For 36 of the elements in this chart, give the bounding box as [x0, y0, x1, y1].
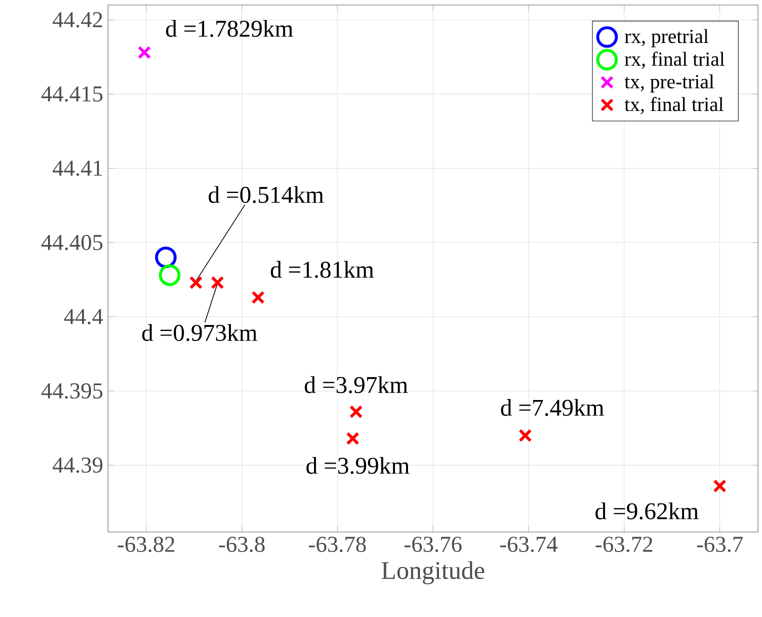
x-axis-title: Longitude [382, 561, 484, 584]
point [346, 432, 360, 446]
point [518, 428, 532, 442]
annotation: d =7.49km [501, 398, 604, 416]
annotation: d =0.973km [142, 324, 258, 342]
annotation: d =1.7829km [166, 20, 294, 37]
x-tick-label: -63.78 [308, 536, 366, 552]
annotation: d =0.514km [208, 186, 324, 204]
y-tick-label: 44.39 [52, 458, 102, 473]
x-tick-label: -63.74 [500, 536, 558, 552]
x-tick-label: -63.76 [404, 536, 462, 552]
x-tick-label: -63.72 [596, 536, 652, 552]
annotation: d =1.81km [270, 260, 374, 278]
legend-label: rx, pretrial [624, 29, 708, 48]
y-tick-label: 44.41 [52, 160, 102, 176]
legend-label: tx, final trial [624, 96, 724, 114]
y-tick-label: 44.42 [52, 12, 102, 28]
legend-label: tx, pre-trial [624, 74, 714, 93]
point [713, 479, 726, 493]
point [349, 405, 363, 418]
x-tick-label: -63.82 [118, 536, 174, 552]
y-tick-label: 44.4 [64, 309, 103, 324]
y-tick-label: 44.395 [41, 383, 102, 399]
point [138, 46, 151, 60]
annotation: d =9.62km [596, 502, 698, 520]
y-tick-label: 44.415 [41, 86, 102, 102]
legend-label: rx, final trial [624, 52, 725, 69]
point [251, 290, 265, 304]
x-tick-label: -63.8 [219, 536, 265, 552]
point [158, 264, 180, 286]
x-tick-label: -63.7 [697, 536, 743, 552]
annotation: d =3.97km [304, 376, 408, 394]
point [189, 276, 203, 290]
y-tick-label: 44.405 [41, 234, 102, 250]
point [210, 276, 224, 290]
annotation: d =3.99km [306, 456, 410, 474]
